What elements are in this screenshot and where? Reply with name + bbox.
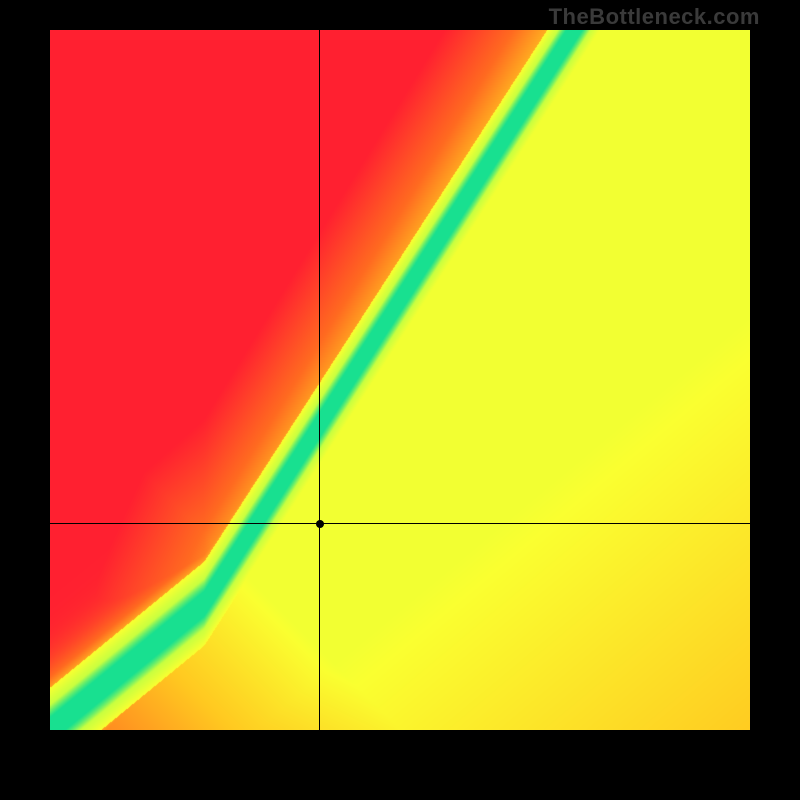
chart-container: { "watermark": "TheBottleneck.com", "can… (0, 0, 800, 800)
bottleneck-heatmap (50, 30, 750, 730)
watermark-text: TheBottleneck.com (549, 4, 760, 30)
